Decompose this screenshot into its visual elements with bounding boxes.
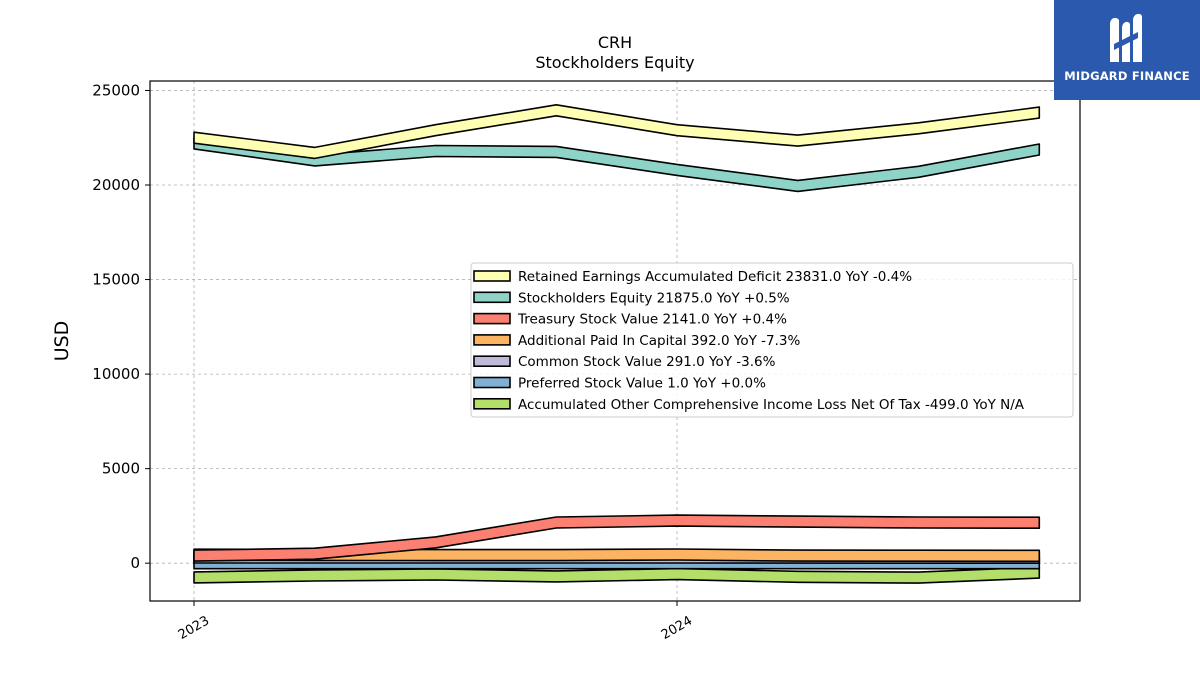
series-band (193, 548, 1041, 563)
series-band (193, 137, 1041, 193)
legend: Retained Earnings Accumulated Deficit 23… (470, 262, 1074, 418)
legend-swatch (473, 376, 511, 389)
plot-frame (149, 80, 1081, 602)
legend-swatch (473, 270, 511, 282)
legend-entry-label: Stockholders Equity 21875.0 YoY +0.5% (518, 290, 790, 306)
brand-name: MIDGARD FINANCE (1064, 69, 1190, 83)
y-axis: 0 5000 10000 15000 20000 25000 (92, 81, 150, 572)
legend-swatch (473, 334, 511, 346)
chart-title: CRH (598, 33, 632, 52)
series-layer (193, 104, 1041, 584)
chart-subtitle: Stockholders Equity (535, 53, 694, 72)
midgard-logo-icon (1110, 13, 1142, 62)
y-axis-label: USD (51, 321, 73, 362)
legend-box (470, 262, 1074, 418)
y-tick-label: 5000 (102, 460, 140, 478)
legend-swatch (473, 291, 511, 304)
legend-entry-label: Additional Paid In Capital 392.0 YoY -7.… (518, 333, 800, 349)
y-tick-label: 25000 (92, 81, 140, 99)
y-tick-label: 15000 (92, 271, 140, 289)
legend-entry-label: Treasury Stock Value 2141.0 YoY +0.4% (517, 312, 787, 328)
y-tick-label: 0 (130, 554, 140, 572)
legend-swatch (473, 355, 511, 368)
brand-logo: MIDGARD FINANCE (1054, 0, 1200, 100)
legend-entry-label: Retained Earnings Accumulated Deficit 23… (518, 269, 912, 285)
legend-swatch (473, 397, 511, 410)
legend-entry-label: Accumulated Other Comprehensive Income L… (518, 397, 1025, 413)
x-tick-label: 2023 (176, 613, 212, 643)
series-band (193, 104, 1041, 160)
series-band (193, 566, 1041, 584)
series-band (193, 514, 1041, 562)
legend-swatch (473, 312, 511, 325)
x-axis: 2023 2024 (176, 601, 695, 643)
legend-entry-label: Preferred Stock Value 1.0 YoY +0.0% (518, 376, 766, 392)
y-tick-label: 10000 (92, 365, 140, 383)
x-tick-label: 2024 (659, 613, 695, 643)
legend-entry-label: Common Stock Value 291.0 YoY -3.6% (518, 354, 776, 370)
y-tick-label: 20000 (92, 176, 140, 194)
